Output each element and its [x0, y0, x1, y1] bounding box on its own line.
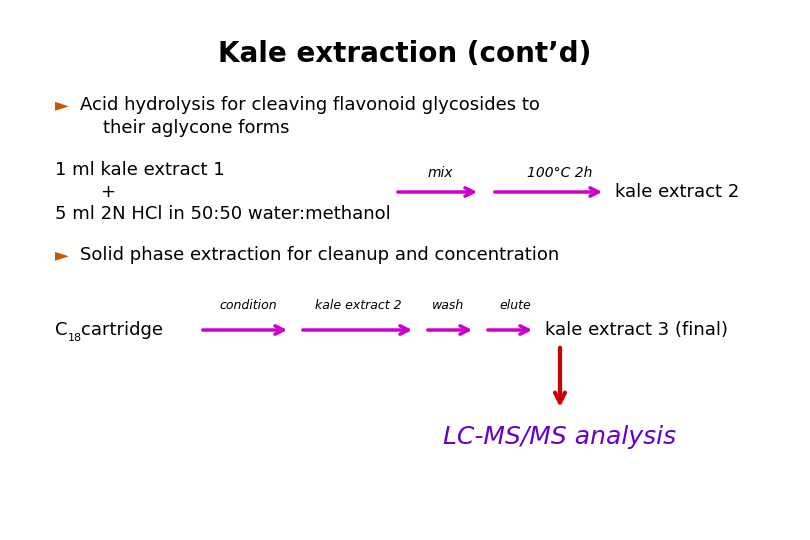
Text: C: C — [55, 321, 67, 339]
Text: kale extract 2: kale extract 2 — [315, 299, 401, 312]
Text: Solid phase extraction for cleanup and concentration: Solid phase extraction for cleanup and c… — [80, 246, 559, 264]
Text: cartridge: cartridge — [81, 321, 163, 339]
Text: LC-MS/MS analysis: LC-MS/MS analysis — [443, 425, 676, 449]
Text: condition: condition — [220, 299, 277, 312]
Text: 1 ml kale extract 1: 1 ml kale extract 1 — [55, 161, 224, 179]
Text: elute: elute — [499, 299, 531, 312]
Text: ►: ► — [55, 96, 69, 114]
Text: 18: 18 — [68, 333, 82, 343]
Text: their aglycone forms: their aglycone forms — [80, 119, 289, 137]
Text: 100°C 2h: 100°C 2h — [527, 166, 593, 180]
Text: Acid hydrolysis for cleaving flavonoid glycosides to: Acid hydrolysis for cleaving flavonoid g… — [80, 96, 540, 114]
Text: mix: mix — [427, 166, 453, 180]
Text: ►: ► — [55, 246, 69, 264]
Text: wash: wash — [432, 299, 464, 312]
Text: +: + — [100, 183, 115, 201]
Text: kale extract 2: kale extract 2 — [615, 183, 740, 201]
Text: Kale extraction (cont’d): Kale extraction (cont’d) — [219, 40, 591, 68]
Text: kale extract 3 (final): kale extract 3 (final) — [545, 321, 728, 339]
Text: 5 ml 2N HCl in 50:50 water:methanol: 5 ml 2N HCl in 50:50 water:methanol — [55, 205, 390, 223]
